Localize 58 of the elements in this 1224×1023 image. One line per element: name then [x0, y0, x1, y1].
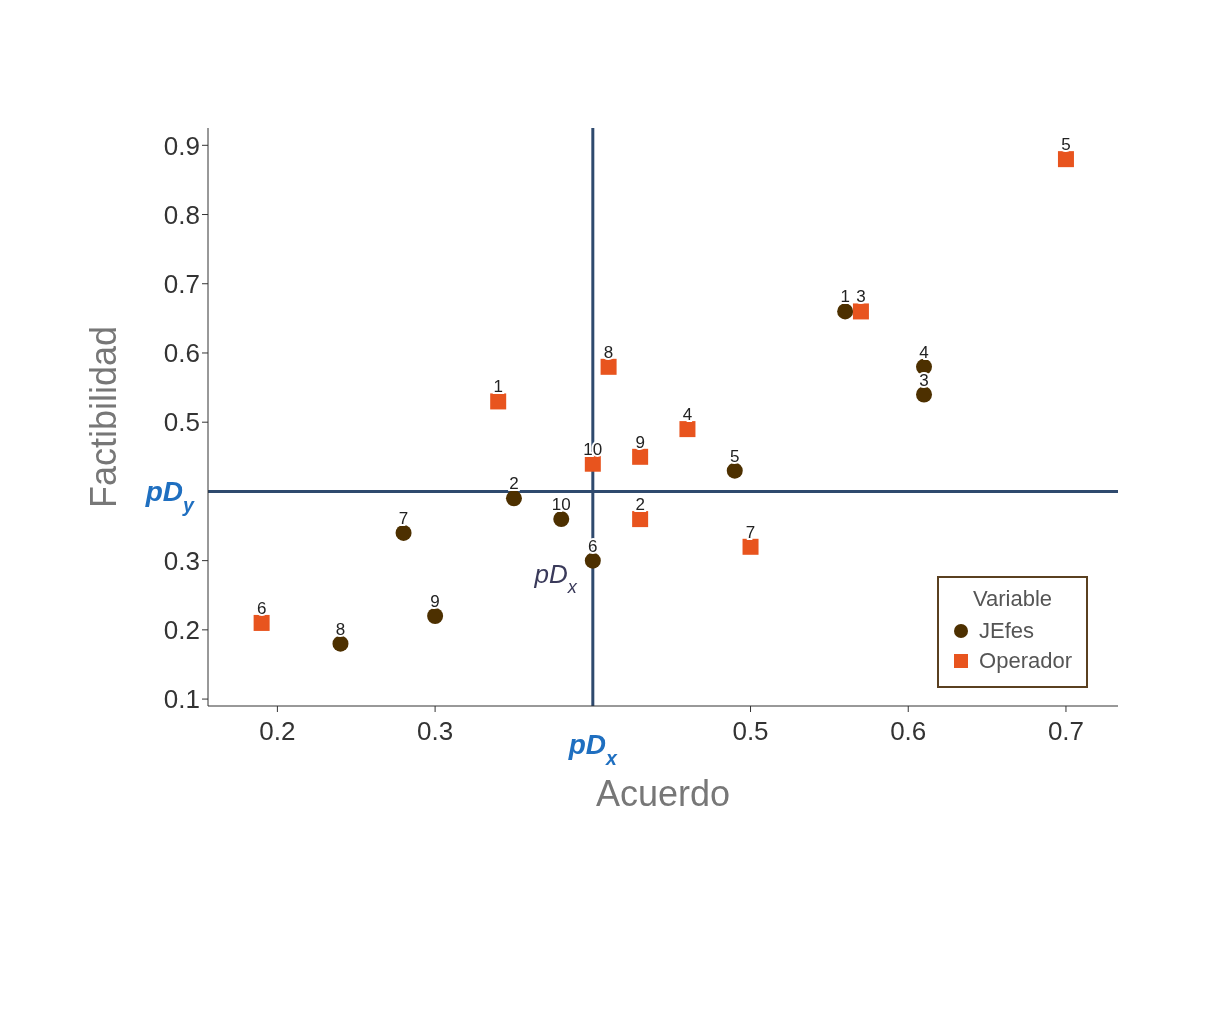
x-tick-label: 0.7 — [1047, 716, 1085, 747]
annotation: 9 — [430, 592, 440, 612]
y-tick-label: 0.3 — [163, 545, 200, 576]
annotation: 1 — [840, 287, 850, 307]
y-tick-label: 0.8 — [163, 199, 200, 230]
y-tick-label: 0.1 — [163, 684, 200, 715]
annotation: 2 — [635, 495, 645, 515]
legend-label: Operador — [979, 648, 1072, 674]
annotation: 6 — [256, 598, 267, 618]
point — [632, 511, 649, 528]
annotation: 2 — [509, 474, 519, 494]
y-tick-label: 0.5 — [163, 407, 200, 438]
x-tick-label: 0.5 — [732, 716, 769, 747]
point — [505, 490, 522, 507]
y-tick-label: 0.2 — [163, 615, 200, 646]
annotation: 5 — [730, 446, 740, 466]
annotation: 4 — [682, 405, 693, 425]
annotation: 5 — [1061, 135, 1071, 155]
x-tick-label: 0.6 — [890, 716, 927, 747]
point — [553, 511, 570, 528]
point — [726, 462, 743, 479]
point — [253, 614, 270, 631]
annotation: 8 — [603, 342, 614, 362]
annotation: 9 — [635, 432, 645, 452]
annotation: 7 — [745, 522, 756, 542]
x-axis-title: Acuerdo — [595, 773, 731, 814]
point — [916, 386, 933, 403]
y-tick-label: 0.7 — [163, 268, 200, 299]
point — [852, 303, 869, 320]
annotation: 3 — [856, 287, 866, 307]
ref-line-label: pD$_{x}$ — [567, 729, 619, 769]
x-tick-label: 0.2 — [259, 716, 296, 747]
ref-line-label: pD$_{y}$ — [144, 476, 196, 517]
annotation: 7 — [398, 508, 409, 528]
point — [742, 538, 759, 555]
y-tick-label: 0.9 — [163, 130, 200, 161]
annotation: 10 — [551, 495, 571, 515]
annotation: 3 — [919, 370, 929, 390]
point — [632, 448, 649, 465]
point — [490, 393, 507, 410]
annotation: pD$_{x}$ — [533, 558, 578, 597]
point — [427, 608, 444, 625]
annotation: 4 — [919, 342, 929, 362]
point — [837, 303, 854, 320]
annotation: 8 — [335, 619, 346, 639]
y-axis-title: Factibilidad — [82, 325, 124, 509]
point — [332, 635, 349, 652]
point — [395, 524, 412, 541]
legend-label: JEfes — [979, 618, 1035, 644]
annotation: 1 — [493, 377, 503, 397]
point — [584, 455, 601, 472]
point — [679, 421, 696, 438]
x-tick-label: 0.3 — [417, 716, 454, 747]
y-tick-label: 0.6 — [163, 338, 200, 369]
point — [584, 552, 601, 569]
legend-title: Variable — [971, 586, 1054, 612]
point — [1057, 151, 1074, 168]
point — [600, 358, 617, 375]
